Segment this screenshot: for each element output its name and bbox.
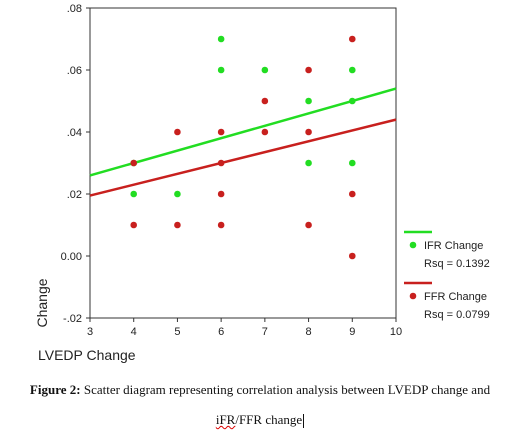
ifr-change-point bbox=[130, 190, 138, 198]
ffr-change-point bbox=[305, 128, 312, 136]
ffr-change-fit-line bbox=[89, 118, 397, 197]
ifr-change-point bbox=[217, 35, 225, 43]
ifr-change-legend-label: IFR Change bbox=[424, 240, 483, 252]
x-tick-label: 3 bbox=[87, 326, 93, 338]
y-tick-label: .02 bbox=[67, 189, 82, 201]
fit-lines bbox=[89, 87, 397, 197]
y-tick-label: 0.00 bbox=[61, 251, 82, 263]
ffr-change-point bbox=[261, 97, 269, 105]
ifr-change-fit-line bbox=[89, 87, 397, 177]
scatter-chart: 3 4 5 6 7 8 9 10 -.02 0.00 .02 .04 .06 .08 LVEDP Cha… bbox=[34, 3, 490, 363]
ifr-change-point bbox=[348, 159, 356, 167]
x-tick-label: 9 bbox=[349, 326, 355, 338]
ffr-change-point bbox=[174, 221, 181, 229]
y-tick-label: .04 bbox=[67, 127, 82, 139]
y-tick-label: -.02 bbox=[63, 313, 82, 325]
figure-caption-text: Scatter diagram representing correlation… bbox=[83, 382, 491, 397]
ffr-change-point bbox=[217, 190, 225, 198]
x-tick-label: 8 bbox=[306, 326, 312, 338]
ffr-change-point bbox=[348, 252, 356, 260]
ifr-change-legend-marker bbox=[409, 241, 417, 249]
ifr-change-point bbox=[174, 190, 181, 198]
y-tick-label: .08 bbox=[67, 3, 82, 15]
text-cursor bbox=[303, 414, 305, 429]
x-axis: 3 4 5 6 7 8 9 10 bbox=[87, 318, 402, 338]
ffr-change-point bbox=[130, 159, 138, 167]
legend: IFR Change Rsq = 0.1392 FFR Change Rsq = 0.… bbox=[404, 230, 490, 321]
ffr-change-legend-marker bbox=[409, 292, 417, 300]
figure-caption-line1: Figure 2: Scatter diagram representing c… bbox=[0, 382, 520, 398]
data-points bbox=[130, 35, 356, 260]
y-axis: -.02 0.00 .02 .04 .06 .08 bbox=[61, 3, 90, 325]
x-axis-title: LVEDP Change bbox=[38, 347, 136, 363]
x-tick-label: 4 bbox=[131, 326, 137, 338]
ifr-change-point bbox=[217, 66, 225, 74]
ffr-change-point bbox=[217, 159, 225, 167]
ffr-change-point bbox=[130, 221, 138, 229]
ffr-change-point bbox=[348, 190, 356, 198]
ffr-change-rsq-label: Rsq = 0.0799 bbox=[424, 309, 490, 321]
caption-ifr-word: iFR bbox=[215, 412, 236, 427]
ffr-change-legend-label: FFR Change bbox=[424, 291, 487, 303]
ifr-change-point bbox=[305, 159, 312, 167]
figure-label: Figure 2: bbox=[29, 382, 81, 397]
ffr-change-point bbox=[305, 221, 312, 229]
x-tick-label: 10 bbox=[390, 326, 402, 338]
ffr-change-point bbox=[261, 128, 269, 136]
ifr-change-rsq-label: Rsq = 0.1392 bbox=[424, 258, 490, 270]
ffr-change-point bbox=[217, 128, 225, 136]
figure-caption-line2: iFR/FFR change bbox=[0, 412, 520, 429]
ffr-change-point bbox=[348, 35, 356, 43]
ffr-change-point bbox=[305, 66, 312, 74]
y-axis-title: Change bbox=[34, 278, 50, 327]
ifr-change-point bbox=[261, 66, 269, 74]
ifr-change-point bbox=[348, 97, 356, 105]
ffr-change-point bbox=[217, 221, 225, 229]
ifr-change-point bbox=[348, 66, 356, 74]
ffr-change-point bbox=[174, 128, 181, 136]
plot-area bbox=[89, 7, 397, 319]
x-tick-label: 5 bbox=[174, 326, 180, 338]
ifr-change-point bbox=[305, 97, 312, 105]
x-tick-label: 7 bbox=[262, 326, 268, 338]
caption-ffr-change: /FFR change bbox=[235, 412, 303, 427]
x-tick-label: 6 bbox=[218, 326, 224, 338]
y-tick-label: .06 bbox=[67, 65, 82, 77]
